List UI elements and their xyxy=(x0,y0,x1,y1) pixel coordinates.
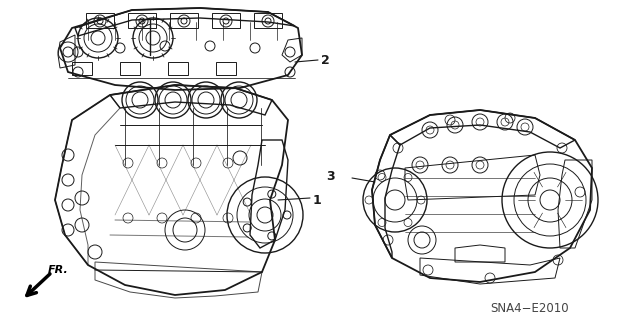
Text: 3: 3 xyxy=(326,170,335,183)
Text: 1: 1 xyxy=(313,194,322,206)
Text: SNA4−E2010: SNA4−E2010 xyxy=(491,301,570,315)
Text: FR.: FR. xyxy=(48,265,68,275)
Text: 2: 2 xyxy=(321,55,330,68)
